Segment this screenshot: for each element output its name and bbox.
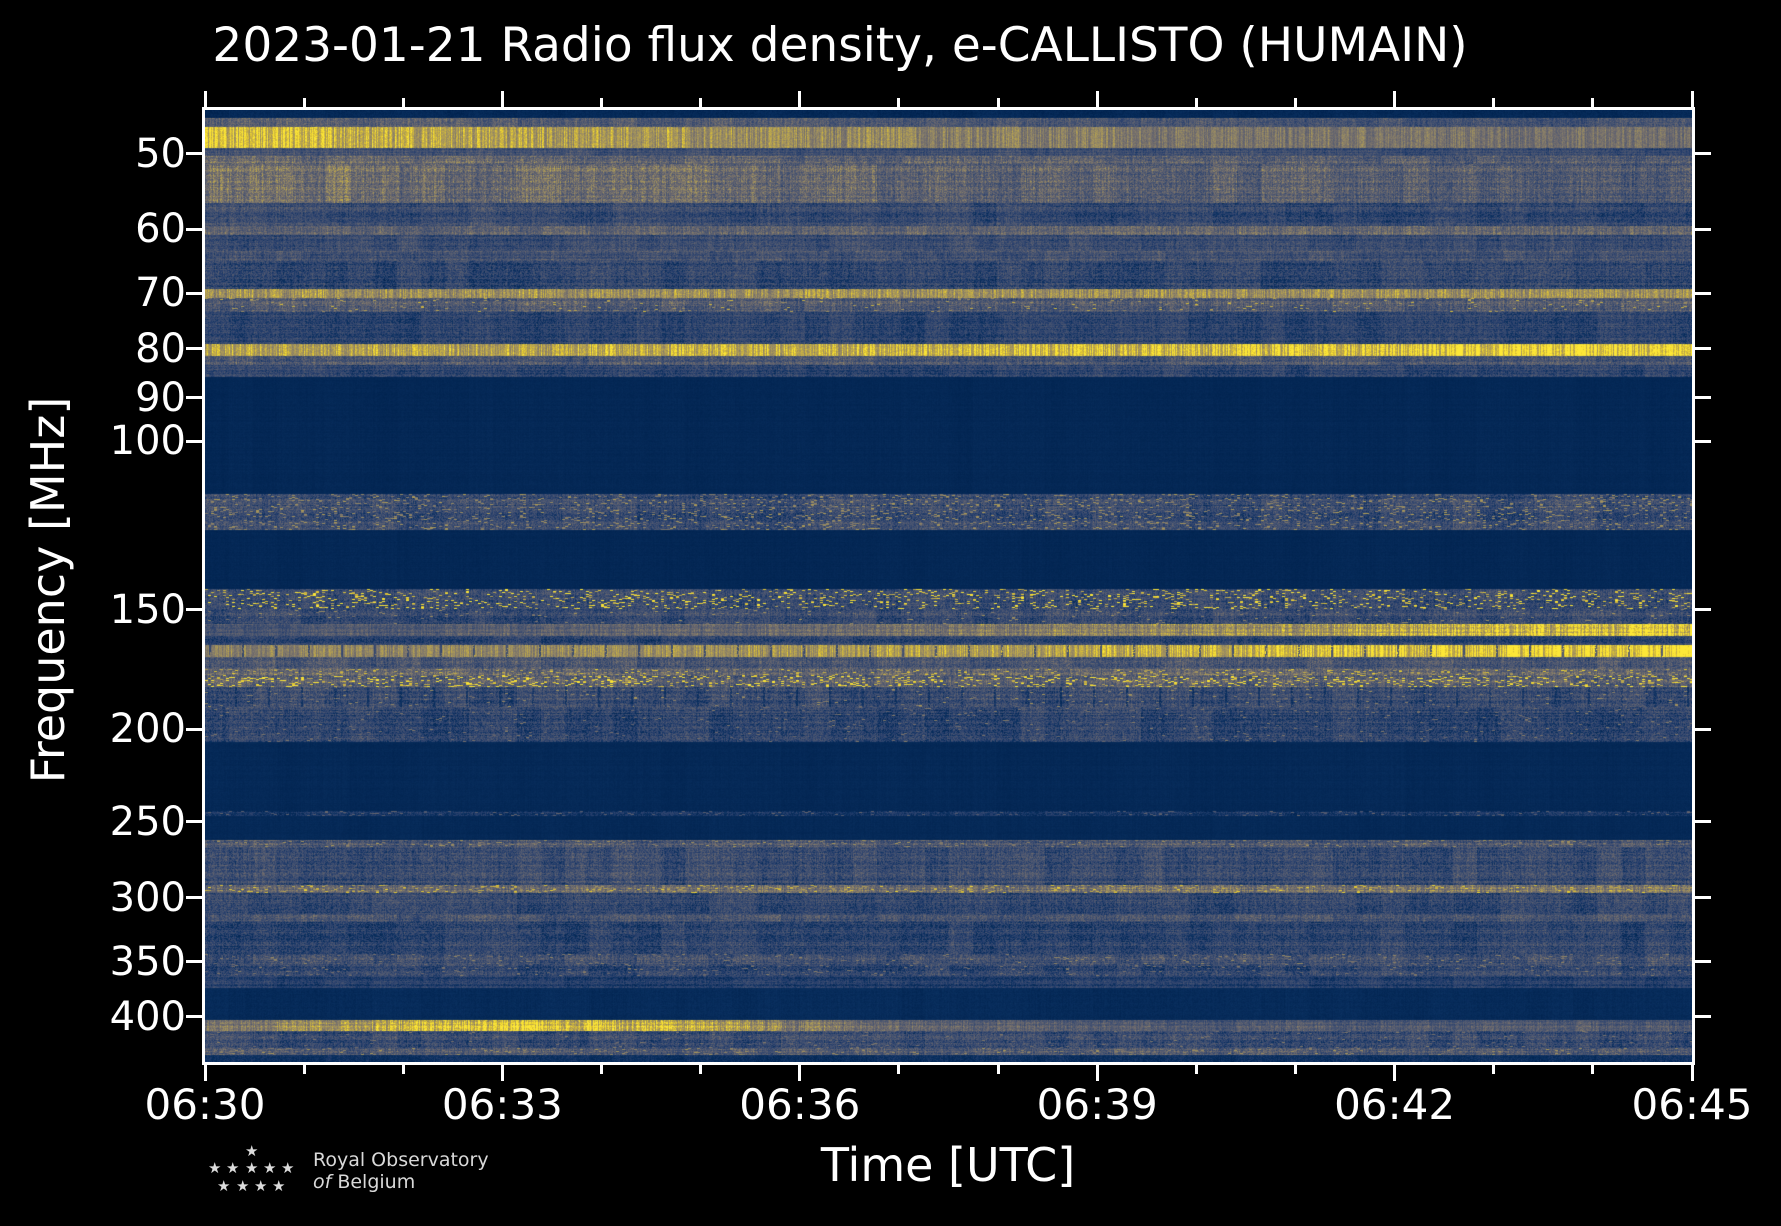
x-tick-label: 06:33 (441, 1080, 563, 1129)
y-axis-label: Frequency [MHz] (21, 396, 75, 784)
y-major-tick-right (1695, 896, 1711, 900)
x-major-tick (1095, 1065, 1099, 1081)
y-major-tick (186, 396, 202, 400)
y-major-tick-right (1695, 227, 1711, 231)
x-major-tick-top (798, 91, 802, 107)
x-minor-tick-top (600, 98, 604, 107)
y-tick-label: 400 (109, 993, 186, 1040)
logo-line2-belgium: Belgium (337, 1171, 416, 1193)
x-major-tick (203, 1065, 207, 1081)
y-major-tick (186, 439, 202, 443)
star-icon: ★ (272, 1177, 286, 1195)
plot-frame (202, 107, 1695, 1065)
x-minor-tick-top (1293, 98, 1297, 107)
x-minor-tick-top (1492, 98, 1496, 107)
x-minor-tick-top (996, 98, 1000, 107)
y-major-tick-right (1695, 439, 1711, 443)
x-minor-tick (1591, 1065, 1595, 1074)
x-major-tick (500, 1065, 504, 1081)
y-major-tick (186, 291, 202, 295)
y-major-tick-right (1695, 1015, 1711, 1019)
x-major-tick (798, 1065, 802, 1081)
x-minor-tick (1492, 1065, 1496, 1074)
spectrogram-heatmap (205, 110, 1692, 1062)
x-major-tick-top (1095, 91, 1099, 107)
x-major-tick-top (1690, 91, 1694, 107)
y-tick-label: 70 (135, 270, 186, 317)
y-major-tick-right (1695, 347, 1711, 351)
x-minor-tick (1293, 1065, 1297, 1074)
y-major-tick (186, 608, 202, 612)
y-major-tick-right (1695, 291, 1711, 295)
x-minor-tick-top (1591, 98, 1595, 107)
y-tick-label: 350 (109, 938, 186, 985)
x-minor-tick-top (1194, 98, 1198, 107)
y-tick-label: 200 (109, 706, 186, 753)
x-minor-tick (996, 1065, 1000, 1074)
x-major-tick (1393, 1065, 1397, 1081)
star-icon: ★ (254, 1177, 268, 1195)
y-major-tick (186, 896, 202, 900)
star-icon: ★ (217, 1177, 231, 1195)
y-major-tick (186, 820, 202, 824)
y-major-tick (186, 727, 202, 731)
x-major-tick-top (500, 91, 504, 107)
x-major-tick-top (1393, 91, 1397, 107)
star-icon: ★ (263, 1159, 277, 1177)
x-tick-label: 06:42 (1334, 1080, 1456, 1129)
x-tick-label: 06:45 (1631, 1080, 1753, 1129)
y-major-tick (186, 347, 202, 351)
y-major-tick (186, 152, 202, 156)
y-tick-label: 250 (109, 798, 186, 845)
star-icon: ★ (245, 1142, 259, 1160)
y-major-tick-right (1695, 396, 1711, 400)
x-tick-label: 06:39 (1036, 1080, 1158, 1129)
y-major-tick-right (1695, 152, 1711, 156)
x-minor-tick (401, 1065, 405, 1074)
x-minor-tick-top (699, 98, 703, 107)
y-tick-label: 150 (109, 586, 186, 633)
y-tick-label: 100 (109, 418, 186, 465)
y-major-tick-right (1695, 727, 1711, 731)
x-minor-tick (897, 1065, 901, 1074)
y-major-tick (186, 227, 202, 231)
x-major-tick (1690, 1065, 1694, 1081)
logo-line1: Royal Observatory (313, 1149, 489, 1171)
star-icon: ★ (236, 1177, 250, 1195)
y-major-tick (186, 1015, 202, 1019)
x-minor-tick (699, 1065, 703, 1074)
x-minor-tick (1194, 1065, 1198, 1074)
star-icon: ★ (208, 1159, 222, 1177)
x-tick-label: 06:30 (144, 1080, 266, 1129)
y-tick-label: 60 (135, 206, 186, 253)
x-minor-tick (600, 1065, 604, 1074)
logo-line2: of Belgium (313, 1172, 415, 1193)
page-title: 2023-01-21 Radio flux density, e-CALLIST… (212, 18, 1468, 73)
x-axis-label: Time [UTC] (820, 1138, 1076, 1192)
y-major-tick (186, 960, 202, 964)
y-major-tick-right (1695, 960, 1711, 964)
star-icon: ★ (226, 1159, 240, 1177)
x-minor-tick-top (302, 98, 306, 107)
logo-line2-of: of (313, 1171, 332, 1193)
x-minor-tick-top (897, 98, 901, 107)
x-minor-tick (302, 1065, 306, 1074)
y-major-tick-right (1695, 608, 1711, 612)
y-tick-label: 80 (135, 325, 186, 372)
y-tick-label: 300 (109, 874, 186, 921)
star-icon: ★ (281, 1159, 295, 1177)
y-major-tick-right (1695, 820, 1711, 824)
x-minor-tick-top (401, 98, 405, 107)
star-icon: ★ (245, 1159, 259, 1177)
y-tick-label: 90 (135, 374, 186, 421)
x-major-tick-top (203, 91, 207, 107)
y-tick-label: 50 (135, 130, 186, 177)
x-tick-label: 06:36 (739, 1080, 861, 1129)
